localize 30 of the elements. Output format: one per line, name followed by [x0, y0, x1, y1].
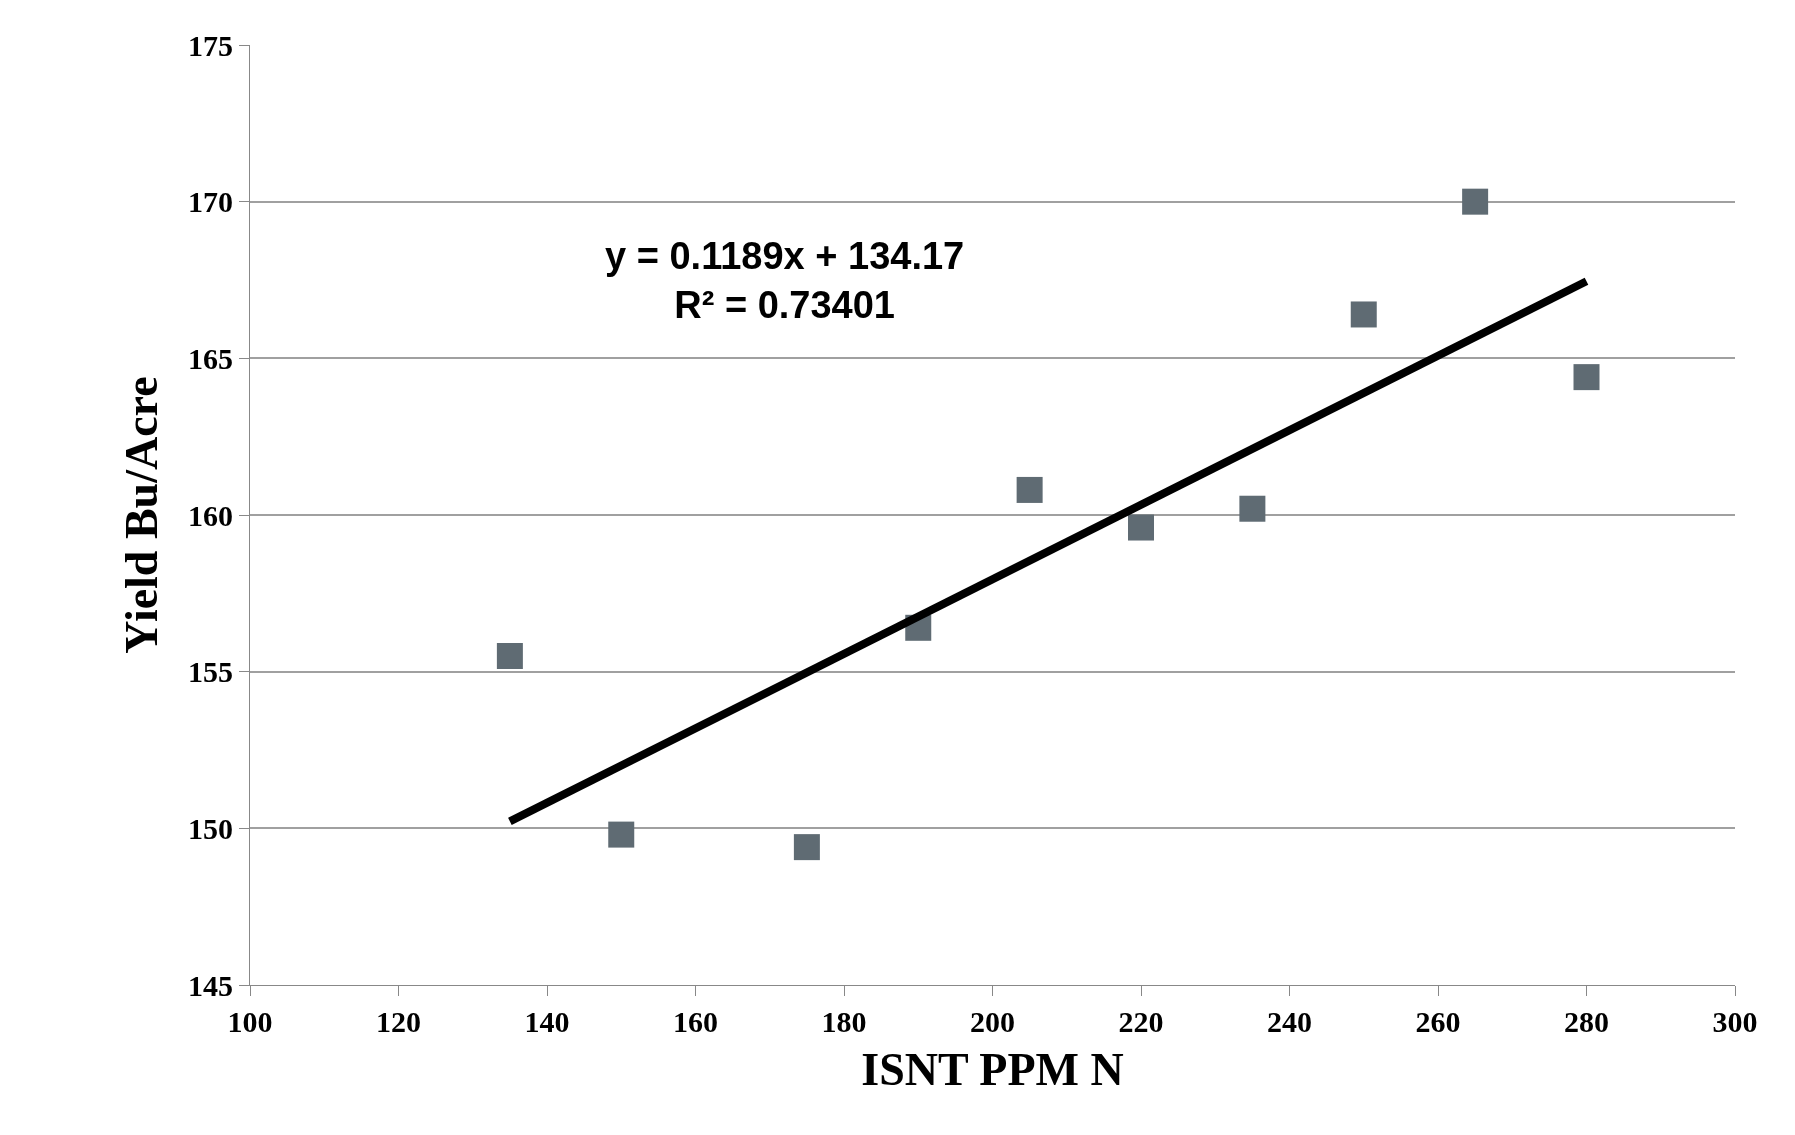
y-tick-label: 155: [188, 655, 233, 689]
x-tick-label: 180: [821, 1005, 867, 1038]
y-axis-title: Yield Bu/Acre: [116, 376, 168, 654]
x-tick-label: 240: [1267, 1005, 1312, 1038]
point: [1462, 188, 1489, 215]
x-tick-label: 300: [1712, 1005, 1758, 1038]
point: [1016, 476, 1043, 503]
x-tick-label: 160: [673, 1005, 718, 1038]
y-tick-label: 175: [188, 28, 233, 62]
point: [608, 821, 635, 848]
y-tick-label: 145: [188, 968, 233, 1002]
x-axis-title: ISNT PPM N: [861, 1043, 1124, 1095]
x-tick-label: 200: [970, 1005, 1015, 1038]
point: [496, 643, 523, 669]
point: [1350, 301, 1377, 328]
y-tick-label: 160: [188, 498, 233, 532]
y-tick-label: 170: [188, 185, 233, 219]
y-tick-label: 150: [188, 811, 233, 845]
point: [1239, 495, 1266, 522]
annotation: y = 0.1189x + 134.17 R² = 0.73401: [605, 235, 965, 327]
x-tick-label: 260: [1415, 1005, 1461, 1038]
x-tick-label: 220: [1118, 1005, 1164, 1038]
point: [793, 834, 820, 861]
x-tick-label: 120: [376, 1005, 421, 1038]
point: [1573, 364, 1600, 391]
x-tick-label: 100: [227, 1005, 273, 1038]
point: [1128, 514, 1154, 541]
y-tick-label: 165: [188, 341, 233, 375]
x-tick-label: 140: [524, 1005, 570, 1038]
x-tick-label: 280: [1564, 1005, 1609, 1038]
